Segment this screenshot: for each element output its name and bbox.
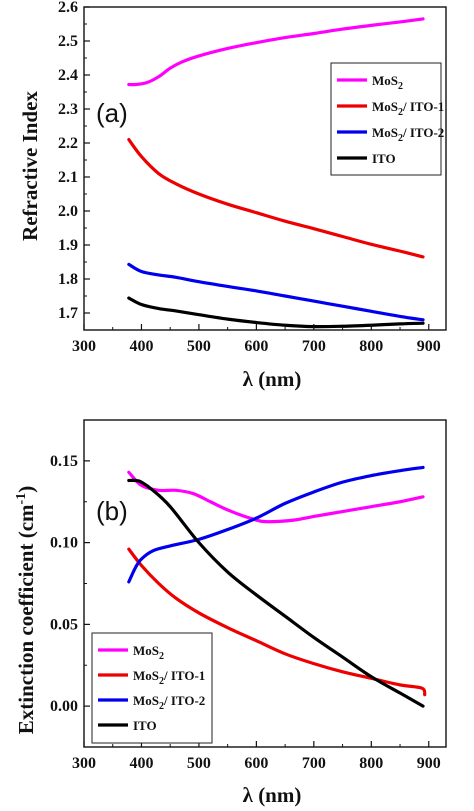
legend-entry-label: MoS2/ ITO-2 xyxy=(133,693,205,712)
x-tick-label: 900 xyxy=(417,755,441,772)
x-tick-label: 600 xyxy=(244,338,268,355)
x-tick-label: 400 xyxy=(129,755,153,772)
panel-b-ylabel-tail: ) xyxy=(14,486,38,493)
series-line-ito xyxy=(127,478,425,708)
series-line-mos2-ito-1 xyxy=(127,138,425,259)
series-line-mos2-ito-1 xyxy=(127,547,427,697)
panel-b-xlabel: λ (nm) xyxy=(243,783,302,807)
series-line-mos2 xyxy=(127,470,425,524)
panel-a: (a) λ (nm) Refractive Index 300 400 500 600… xyxy=(18,0,447,391)
panel-a-ylabel: Refractive Index xyxy=(18,91,42,241)
legend-entry-label: ITO xyxy=(133,718,157,733)
legend-label-tail: / ITO-1 xyxy=(402,99,444,114)
series-line-mos2 xyxy=(127,17,425,87)
legend-label-main: MoS xyxy=(372,125,398,140)
series-line-mos2-ito-2 xyxy=(127,465,425,584)
y-tick-label: 2.1 xyxy=(58,169,78,186)
legend-box xyxy=(330,62,442,176)
y-tick-label: 2.4 xyxy=(58,67,78,84)
panel-b: (b) λ (nm) Extinction coefficient (cm-1)… xyxy=(14,419,447,807)
legend-entry-label: MoS2/ ITO-2 xyxy=(372,125,444,144)
y-tick-label: 1.7 xyxy=(58,305,78,322)
panel-b-ylabel-main: Extinction coefficient (cm xyxy=(14,504,38,734)
legend-label-sub: 2 xyxy=(398,81,403,92)
legend-label-main: MoS xyxy=(133,643,159,658)
legend-label-main: ITO xyxy=(372,151,396,166)
x-tick-label: 300 xyxy=(72,338,96,355)
legend-entry-label: MoS2/ ITO-1 xyxy=(372,99,444,118)
legend-label-main: MoS xyxy=(372,99,398,114)
y-tick-label: 2.3 xyxy=(58,101,78,118)
y-tick-label: 0.05 xyxy=(50,616,78,633)
x-tick-label: 300 xyxy=(72,755,96,772)
legend-label-main: ITO xyxy=(133,718,157,733)
panel-b-ylabel: Extinction coefficient (cm-1) xyxy=(14,486,38,734)
x-tick-label: 700 xyxy=(302,338,326,355)
legend-label-sub: 2 xyxy=(398,133,403,144)
panel-b-label: (b) xyxy=(96,496,128,526)
series-lines xyxy=(127,465,427,708)
legend-label-sub: 2 xyxy=(159,701,164,712)
y-tick-label: 2.2 xyxy=(58,135,78,152)
legend-label-tail: / ITO-2 xyxy=(163,693,205,708)
x-tick-label: 800 xyxy=(359,755,383,772)
y-tick-label: 0.00 xyxy=(50,698,78,715)
y-tick-label: 2.0 xyxy=(58,203,78,220)
x-tick-label: 500 xyxy=(187,755,211,772)
legend-label-tail: / ITO-2 xyxy=(402,125,444,140)
panel-b-ylabel-sup: -1 xyxy=(14,493,29,505)
panel-a-label: (a) xyxy=(96,98,128,128)
legend-entry-label: MoS2/ ITO-1 xyxy=(133,668,205,687)
x-tick-label: 600 xyxy=(244,755,268,772)
legend-label-sub: 2 xyxy=(398,107,403,118)
plot-frame xyxy=(83,6,447,331)
y-tick-label: 2.5 xyxy=(58,33,78,50)
legend-label-main: MoS xyxy=(372,73,398,88)
legend-label-tail: / ITO-1 xyxy=(163,668,205,683)
legend-entry-label: ITO xyxy=(372,151,396,166)
y-tick-label: 1.8 xyxy=(58,271,78,288)
y-tick-label: 2.6 xyxy=(58,0,78,16)
legend-label-sub: 2 xyxy=(159,651,164,662)
series-line-mos2-ito-2 xyxy=(127,262,425,322)
x-tick-label: 700 xyxy=(302,755,326,772)
x-tick-label: 400 xyxy=(129,338,153,355)
panel-b-plot-area: 300 400 500 600 700 800 900 0.00 0.05 0.10 0.15 MoS… xyxy=(50,419,447,772)
legend-entry-label: MoS2 xyxy=(133,643,164,662)
x-tick-label: 900 xyxy=(417,338,441,355)
legend-label-main: MoS xyxy=(133,668,159,683)
panel-a-plot-area: 300 400 500 600 700 800 900 1.7 1.8 1.9 2.0 2.1 2.2 2… xyxy=(58,0,447,355)
y-tick-label: 0.15 xyxy=(50,453,78,470)
x-tick-label: 500 xyxy=(187,338,211,355)
panel-a-xlabel: λ (nm) xyxy=(243,367,302,391)
legend-label-sub: 2 xyxy=(159,676,164,687)
legend-label-main: MoS xyxy=(133,693,159,708)
y-tick-label: 1.9 xyxy=(58,237,78,254)
legend-entry-label: MoS2 xyxy=(372,73,403,92)
x-tick-label: 800 xyxy=(359,338,383,355)
y-tick-label: 0.10 xyxy=(50,535,78,552)
